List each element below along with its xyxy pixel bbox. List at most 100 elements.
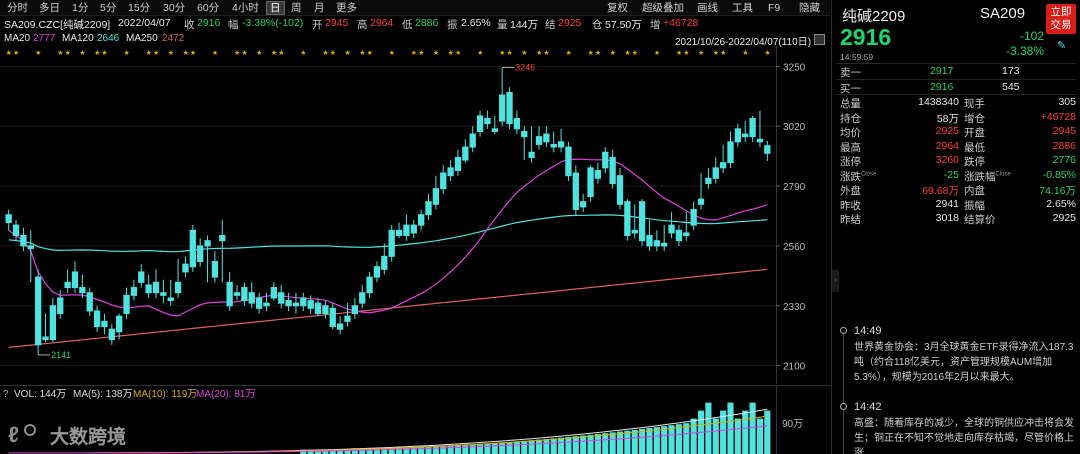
kline-chart[interactable]: ★ ★ ★ ★ ★ ★ ★ ★ ★ ★ ★ ★ ★ ★ ★ ★ ★ ★ ★ ★ ★ ★ ★ ★ ★ ★ ★ ★ ★ ★ ★ ★ ★ ★ ★ ★ ★ ★ ★ ★… bbox=[0, 46, 830, 384]
volume-label: 量 bbox=[497, 19, 508, 31]
volume-bar bbox=[734, 418, 741, 454]
candlestick-series bbox=[5, 67, 771, 355]
ma250-label: MA250 bbox=[126, 33, 158, 44]
collapse-handle-icon[interactable]: › bbox=[832, 270, 839, 292]
stat-label: 增仓 bbox=[964, 112, 985, 125]
candle-body bbox=[344, 315, 351, 322]
event-star-icon: ★ bbox=[94, 49, 100, 57]
stat-value: 3260 bbox=[935, 154, 959, 166]
candle-body bbox=[594, 169, 602, 179]
event-star-icon: ★ bbox=[610, 49, 616, 57]
news-time: 14:49 bbox=[854, 325, 882, 337]
event-star-icon: ★ bbox=[241, 49, 247, 57]
candle-body bbox=[690, 208, 697, 226]
candle-body bbox=[543, 133, 550, 143]
stat-row: 涨跌Close -25 涨跌幅Close -0.85% bbox=[832, 169, 1080, 183]
stat-value: 2941 bbox=[935, 197, 959, 210]
candle-body bbox=[683, 232, 690, 237]
candle-body bbox=[572, 172, 579, 210]
candle-body bbox=[233, 292, 241, 296]
edit-icon[interactable]: ✎ bbox=[1057, 40, 1067, 52]
candle-body bbox=[167, 297, 174, 302]
open-interest-label: 仓 bbox=[592, 19, 603, 31]
period-tab-5min[interactable]: 5分 bbox=[100, 2, 117, 14]
volume-bar bbox=[602, 433, 609, 454]
period-tab-multiday[interactable]: 多日 bbox=[39, 2, 60, 14]
candle-body bbox=[12, 224, 20, 237]
stat-label: 总量 bbox=[840, 98, 861, 110]
annotation-label: 3246 bbox=[515, 62, 535, 72]
volume-bar bbox=[631, 429, 638, 454]
stat-label: 跌停 bbox=[964, 156, 985, 168]
stat-row: 涨停 3260 跌停 2776 bbox=[832, 154, 1080, 168]
ma120-label: MA120 bbox=[62, 33, 94, 44]
vol-ma20: MA(20): 81万 bbox=[196, 389, 255, 400]
period-tab-30min[interactable]: 30分 bbox=[163, 2, 186, 14]
y-tick-label: 2560 bbox=[783, 242, 806, 253]
candle-body bbox=[550, 143, 557, 148]
period-tab-15min[interactable]: 15分 bbox=[128, 2, 151, 14]
volume-help-icon[interactable]: ? bbox=[3, 389, 9, 400]
period-tab-4hour[interactable]: 4小时 bbox=[232, 2, 259, 14]
candle-body bbox=[609, 156, 616, 184]
period-tab-day[interactable]: 日 bbox=[266, 1, 285, 15]
stat-value: 74.16万 bbox=[1039, 185, 1076, 197]
volume-bar bbox=[616, 431, 624, 454]
period-tab-month[interactable]: 月 bbox=[314, 2, 325, 14]
separator bbox=[836, 79, 1076, 80]
adjust-button[interactable]: 复权 bbox=[607, 2, 628, 14]
hide-button[interactable]: 隐藏 bbox=[799, 2, 820, 14]
overlay-button[interactable]: 超级叠加 bbox=[642, 2, 684, 14]
period-tab-week[interactable]: 周 bbox=[291, 2, 302, 14]
separator bbox=[836, 94, 1076, 95]
volume-bar bbox=[749, 402, 756, 454]
f9-button[interactable]: F9 bbox=[768, 2, 781, 14]
tools-button[interactable]: 工具 bbox=[732, 2, 753, 14]
event-star-icon: ★ bbox=[477, 49, 483, 57]
candle-body bbox=[712, 167, 719, 179]
candle-body bbox=[138, 271, 145, 283]
period-tab-60min[interactable]: 60分 bbox=[197, 2, 220, 14]
period-tab-1min[interactable]: 1分 bbox=[72, 2, 89, 14]
news-text[interactable]: 高盛：随着库存的减少，全球的铜供应冲击将会发生；铜正在不知不觉地走向库存枯竭，尽… bbox=[854, 418, 1074, 454]
event-star-icon: ★ bbox=[720, 49, 726, 57]
event-star-icon: ★ bbox=[57, 49, 63, 57]
event-star-icon: ★ bbox=[182, 49, 188, 57]
event-star-icon: ★ bbox=[124, 49, 130, 57]
news-feed[interactable]: 14:49 世界黄金协会：3月全球黄金ETF录得净流入187.3吨（约合118亿… bbox=[832, 322, 1080, 454]
candle-body bbox=[5, 214, 12, 224]
ma20-label: MA20 bbox=[4, 33, 31, 44]
last-price: 2916 bbox=[840, 24, 892, 50]
stat-value: 2925 bbox=[1052, 212, 1076, 224]
candle-body bbox=[499, 94, 506, 122]
candle-body bbox=[580, 201, 587, 208]
buy1-price: 2916 bbox=[930, 81, 954, 93]
stat-row: 持仓 58万 增仓 +46728 bbox=[832, 111, 1080, 125]
event-star-icon: ★ bbox=[499, 49, 505, 57]
volume-bar bbox=[668, 425, 675, 454]
sell1-label: 卖一 bbox=[840, 67, 861, 79]
range-picker-icon[interactable] bbox=[814, 34, 825, 45]
event-star-icon: ★ bbox=[344, 49, 350, 57]
event-star-icon: ★ bbox=[632, 49, 638, 57]
candle-body bbox=[395, 229, 403, 237]
event-star-icon: ★ bbox=[418, 49, 424, 57]
candle-body bbox=[64, 281, 71, 289]
candle-body bbox=[351, 305, 359, 315]
event-star-icon: ★ bbox=[359, 49, 365, 57]
volume-bar bbox=[491, 442, 498, 454]
candle-body bbox=[462, 146, 469, 161]
stat-label: 现手 bbox=[964, 98, 985, 110]
trade-now-button[interactable]: 立即交易 bbox=[1046, 4, 1076, 34]
news-timeline bbox=[843, 330, 844, 454]
draw-line-button[interactable]: 画线 bbox=[697, 2, 718, 14]
period-tab-more[interactable]: 更多 bbox=[336, 2, 357, 14]
candle-body bbox=[204, 240, 211, 247]
news-text[interactable]: 世界黄金协会：3月全球黄金ETF录得净流入187.3吨（约合118亿美元，资产管… bbox=[854, 342, 1074, 383]
period-tab-timeshare[interactable]: 分时 bbox=[7, 2, 28, 14]
candle-body bbox=[27, 245, 34, 250]
contract-name: 纯碱2209 bbox=[842, 8, 906, 25]
ma250-line bbox=[8, 268, 768, 348]
buy1-label: 买一 bbox=[840, 83, 861, 95]
event-star-icon: ★ bbox=[588, 49, 594, 57]
